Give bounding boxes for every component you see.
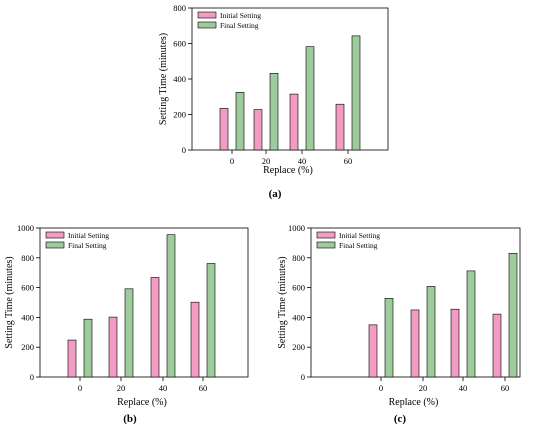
y-axis-label: Setting Time (minutes)	[4, 256, 15, 348]
x-tick-label: 60	[344, 156, 353, 166]
bar-final-setting	[305, 46, 315, 151]
x-tick-label: 20	[117, 383, 126, 393]
legend-swatch	[45, 241, 65, 249]
panel-label: (c)	[394, 413, 407, 425]
bar-initial-setting	[67, 339, 77, 378]
plot-frame	[39, 227, 249, 378]
legend-swatch	[197, 21, 217, 29]
bar-final-setting	[384, 298, 394, 378]
legend-swatch	[45, 231, 65, 239]
bar-final-setting	[351, 35, 361, 151]
y-tick-label: 400	[292, 312, 305, 322]
y-tick-label: 800	[292, 253, 305, 263]
bar-initial-setting	[368, 324, 378, 378]
panel-label: (b)	[123, 413, 137, 425]
x-axis-label: Replace (%)	[117, 397, 167, 408]
bar-initial-setting	[289, 93, 299, 151]
legend-label: Final Setting	[68, 241, 107, 250]
bar-initial-setting	[253, 109, 263, 151]
y-tick-label: 0	[30, 372, 34, 382]
legend-swatch	[316, 231, 336, 239]
y-tick-label: 800	[21, 253, 34, 263]
y-tick-label: 200	[292, 342, 305, 352]
chart-panel-2: 0 200 400 600 800 1000 0 20 40 60 Replace (%) Setti…	[4, 223, 249, 425]
legend-label: Final Setting	[220, 21, 259, 30]
bar-final-setting	[124, 288, 134, 378]
y-tick-label: 1000	[288, 223, 305, 233]
x-axis-label: Replace (%)	[389, 397, 439, 408]
panel-label: (a)	[269, 188, 282, 200]
bar-initial-setting	[335, 103, 345, 151]
x-tick-label: 60	[199, 383, 208, 393]
bar-final-setting	[508, 253, 518, 378]
bar-final-setting	[466, 270, 476, 378]
x-tick-label: 0	[78, 383, 82, 393]
x-tick-label: 20	[262, 156, 271, 166]
legend-swatch	[316, 241, 336, 249]
x-tick-label: 0	[230, 156, 234, 166]
y-tick-label: 800	[173, 3, 186, 13]
y-tick-label: 400	[21, 312, 34, 322]
bar-final-setting	[269, 73, 279, 151]
legend-label: Initial Setting	[339, 231, 380, 240]
y-axis-label: Setting Time (minutes)	[158, 33, 169, 125]
x-tick-label: 0	[379, 383, 383, 393]
y-axis-label: Setting Time (minutes)	[277, 256, 288, 348]
y-tick-label: 0	[182, 145, 186, 155]
bar-final-setting	[206, 263, 216, 378]
legend-label: Initial Setting	[220, 11, 261, 20]
y-tick-label: 600	[173, 39, 186, 49]
x-tick-label: 40	[298, 156, 307, 166]
chart-panel-3: 0 200 400 600 800 1000 0 20 40 60 Replace (%) Setti…	[277, 223, 521, 425]
y-tick-label: 200	[21, 342, 34, 352]
y-tick-label: 200	[173, 110, 186, 120]
bar-initial-setting	[450, 308, 460, 378]
bar-initial-setting	[190, 301, 200, 378]
y-tick-label: 600	[21, 283, 34, 293]
bar-final-setting	[235, 92, 245, 151]
y-tick-label: 1000	[17, 223, 34, 233]
bar-initial-setting	[150, 277, 160, 378]
legend-label: Final Setting	[339, 241, 378, 250]
x-tick-label: 60	[501, 383, 510, 393]
legend-label: Initial Setting	[68, 231, 109, 240]
bar-initial-setting	[492, 313, 502, 378]
bar-final-setting	[166, 234, 176, 378]
chart-panel-1: 0 200 400 600 800 0 20 40 60 Replace (%) Setting T…	[158, 3, 389, 200]
bar-initial-setting	[108, 316, 118, 378]
x-tick-label: 20	[419, 383, 428, 393]
bar-final-setting	[83, 318, 93, 378]
x-tick-label: 40	[159, 383, 168, 393]
x-tick-label: 40	[459, 383, 468, 393]
y-tick-label: 600	[292, 283, 305, 293]
bar-initial-setting	[410, 309, 420, 378]
legend-swatch	[197, 11, 217, 19]
x-axis-label: Replace (%)	[263, 165, 313, 176]
y-tick-label: 400	[173, 74, 186, 84]
y-tick-label: 0	[301, 372, 305, 382]
bar-initial-setting	[219, 107, 229, 151]
bar-final-setting	[426, 286, 436, 378]
